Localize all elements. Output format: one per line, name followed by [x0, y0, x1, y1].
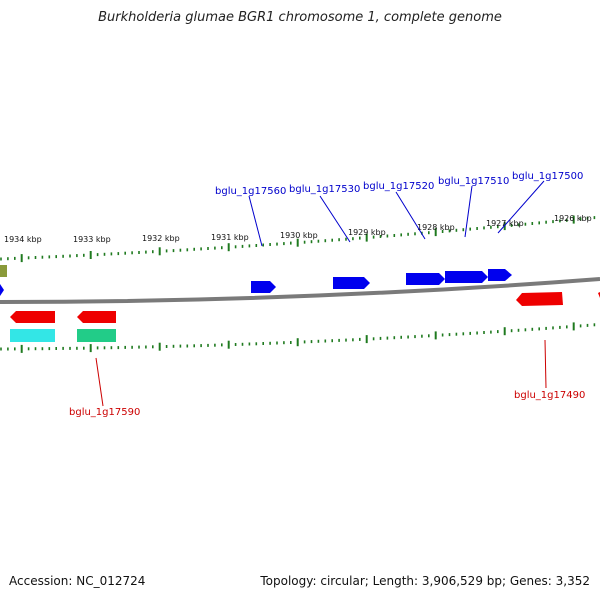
scale-label: 1926 kbp [554, 214, 592, 223]
gene-label[interactable]: bglu_1g17590 [69, 407, 140, 418]
scale-label: 1933 kbp [73, 235, 111, 244]
upper-tick-track [0, 215, 596, 263]
reverse-gene-arrow[interactable] [10, 311, 55, 323]
genome-summary-text: Topology: circular; Length: 3,906,529 bp… [260, 574, 590, 588]
scale-label: 1927 kbp [486, 219, 524, 228]
scale-labels: 1934 kbp 1933 kbp 1932 kbp 1931 kbp 1930… [4, 214, 592, 244]
forward-gene-arrow[interactable] [406, 273, 445, 285]
genome-backbone [0, 277, 600, 304]
leader-line [464, 185, 473, 238]
leader-line [544, 339, 547, 389]
forward-gene-arrow[interactable] [333, 277, 370, 289]
reverse-label-leaders [95, 339, 547, 407]
lower-tick-track [0, 322, 596, 353]
gene-label[interactable]: bglu_1g17490 [514, 390, 585, 401]
reverse-gene-arrow[interactable] [516, 292, 563, 306]
scale-label: 1928 kbp [417, 223, 455, 232]
scale-label: 1932 kbp [142, 234, 180, 243]
forward-gene-arrow[interactable] [445, 271, 488, 283]
scale-label: 1929 kbp [348, 228, 386, 237]
leader-line [497, 180, 545, 234]
feature-block-green[interactable] [77, 329, 116, 342]
feature-block-cyan[interactable] [10, 329, 55, 342]
leader-line [248, 195, 263, 247]
scale-label: 1931 kbp [211, 233, 249, 242]
forward-gene-arrow[interactable] [0, 284, 4, 296]
forward-label-leaders [248, 180, 545, 247]
map-title: Burkholderia glumae BGR1 chromosome 1, c… [98, 10, 502, 25]
reverse-genes [10, 292, 600, 323]
reverse-gene-arrow[interactable] [77, 311, 116, 323]
forward-gene-arrow[interactable] [488, 269, 512, 281]
gene-label[interactable]: bglu_1g17560 [215, 186, 286, 197]
scale-label: 1934 kbp [4, 235, 42, 244]
gene-label[interactable]: bglu_1g17500 [512, 171, 583, 182]
accession-text: Accession: NC_012724 [9, 574, 146, 588]
forward-gene-labels: bglu_1g17560 bglu_1g17530 bglu_1g17520 b… [215, 171, 583, 197]
gene-label[interactable]: bglu_1g17510 [438, 176, 509, 187]
gene-label[interactable]: bglu_1g17520 [363, 181, 434, 192]
leader-line [95, 357, 104, 407]
leader-line [319, 195, 351, 243]
leader-line [395, 191, 426, 240]
scale-label: 1930 kbp [280, 231, 318, 240]
forward-gene-arrow[interactable] [251, 281, 276, 293]
forward-genes [0, 269, 512, 296]
feature-block-olive[interactable] [0, 265, 7, 277]
gene-label[interactable]: bglu_1g17530 [289, 184, 360, 195]
reverse-gene-labels: bglu_1g17590 bglu_1g17490 [69, 390, 585, 418]
